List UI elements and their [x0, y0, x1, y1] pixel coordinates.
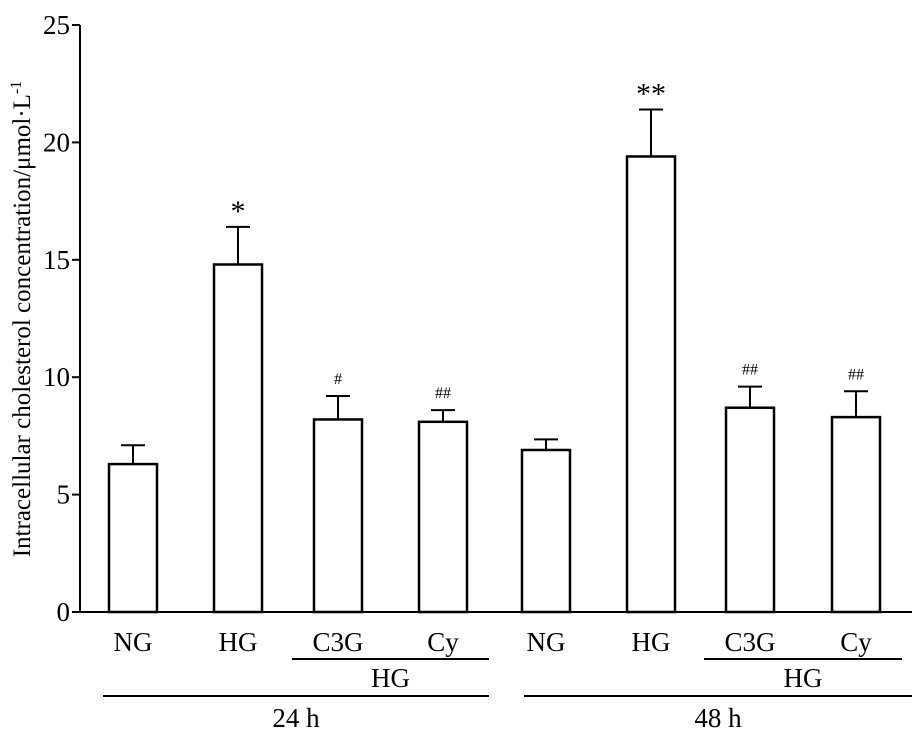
category-label: Cy	[427, 627, 459, 657]
significance-label: ##	[435, 385, 451, 402]
axes: 0 5 10 15 20 25	[43, 10, 912, 627]
group-label: 24 h	[272, 703, 320, 731]
bar	[724, 406, 776, 614]
category-label: C3G	[312, 627, 363, 657]
y-tick-label: 5	[57, 480, 71, 510]
category-label: HG	[219, 627, 258, 657]
subgroup-label: HG	[371, 663, 410, 693]
bar	[417, 420, 469, 614]
significance-label: *	[231, 195, 246, 228]
y-axis-label: Intracellular cholesterol concentration/…	[8, 81, 36, 558]
group-label: 48 h	[694, 703, 742, 731]
svg-text:Intracellular cholesterol conc: Intracellular cholesterol concentration/…	[8, 81, 36, 558]
significance-label: ##	[848, 366, 864, 383]
y-tick-label: 0	[57, 597, 71, 627]
significance-label: ##	[742, 362, 758, 379]
category-label: HG	[632, 627, 671, 657]
bar	[212, 263, 264, 614]
category-labels: NG HG C3G Cy NG HG C3G Cy HG HG 24 h 48 h	[103, 627, 912, 731]
subgroup-label: HG	[784, 663, 823, 693]
bar	[520, 448, 572, 614]
bars: *###**## ##	[107, 78, 882, 614]
bar	[312, 418, 364, 614]
y-tick-label: 20	[43, 127, 70, 157]
y-tick-label: 25	[43, 10, 70, 40]
bar	[625, 155, 677, 614]
category-label: NG	[527, 627, 566, 657]
category-label: Cy	[840, 627, 872, 657]
y-axis-label-superscript: -1	[8, 81, 25, 94]
y-axis-label-text: Intracellular cholesterol concentration/…	[9, 94, 36, 557]
category-label: C3G	[724, 627, 775, 657]
significance-label: #	[334, 371, 342, 388]
bar	[107, 462, 159, 614]
bar	[830, 415, 882, 614]
category-label: NG	[114, 627, 153, 657]
significance-label: **	[636, 78, 666, 111]
y-tick-label: 10	[43, 362, 70, 392]
y-tick-label: 15	[43, 245, 70, 275]
